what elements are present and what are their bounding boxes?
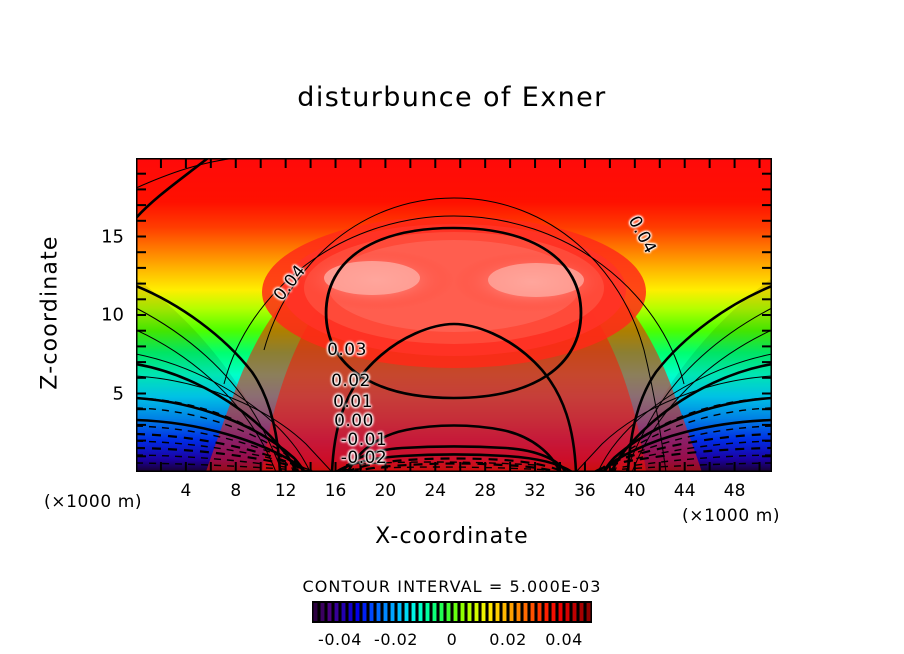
colorbar-band [355, 603, 360, 621]
colorbar-band [544, 603, 549, 621]
colorbar-band [341, 603, 346, 621]
colorbar-band [439, 603, 444, 621]
contour-plot-area [136, 158, 772, 472]
colorbar-band [509, 603, 514, 621]
colorbar-band [334, 603, 339, 621]
contour-label: 0.03 [327, 340, 367, 360]
contour-label: -0.02 [340, 448, 388, 468]
colorbar-band [467, 603, 472, 621]
contour-interval-label: CONTOUR INTERVAL = 5.000E-03 [302, 577, 602, 596]
colorbar-tick-label: -0.02 [374, 630, 418, 649]
colorbar-band [383, 603, 388, 621]
x-tick-label: 40 [623, 481, 646, 501]
colorbar-band [376, 603, 381, 621]
colorbar-band [320, 603, 325, 621]
chart-title: disturbunce of Exner [297, 82, 607, 113]
colorbar-band [586, 603, 591, 621]
colorbar-band [362, 603, 367, 621]
contour-label: -0.01 [340, 430, 388, 450]
y-tick-label: 10 [101, 304, 124, 326]
minor-negative-contour-lines [136, 397, 772, 472]
x-tick-label: 48 [723, 481, 746, 501]
colorbar-band [446, 603, 451, 621]
contour-label: 0.01 [333, 392, 373, 412]
x-tick-label: 4 [180, 481, 192, 501]
colorbar-band [348, 603, 353, 621]
colorbar-band [558, 603, 563, 621]
colorbar-band [418, 603, 423, 621]
x-axis-units-label: (×1000 m) [682, 506, 781, 526]
x-tick-label: 28 [474, 481, 496, 501]
x-tick-label: 8 [230, 481, 242, 501]
y-tick-label: 15 [101, 226, 124, 247]
colorbar-band [579, 603, 584, 621]
filled-contour-bands [136, 158, 772, 472]
colorbar-band [565, 603, 570, 621]
y-axis-title: Z-coordinate [37, 235, 63, 390]
contour-plot-svg [136, 158, 772, 472]
colorbar-tick-label: 0.02 [489, 630, 527, 649]
colorbar-band [425, 603, 430, 621]
x-axis-title: X-coordinate [375, 524, 529, 549]
colorbar-band [411, 603, 416, 621]
colorbar-band [537, 603, 542, 621]
colorbar-band [313, 603, 318, 621]
colorbar-tick-label: 0.04 [545, 630, 583, 649]
colorbar-band [453, 603, 458, 621]
contour-label: 0.00 [334, 411, 374, 431]
x-tick-label: 12 [274, 481, 297, 501]
colorbar-band [502, 603, 507, 621]
axis-ticks [136, 158, 772, 472]
y-tick-label: 5 [112, 383, 124, 404]
x-tick-label: 32 [524, 481, 546, 501]
x-tick-label: 20 [374, 481, 397, 501]
colorbar-band [495, 603, 500, 621]
colorbar-band [404, 603, 409, 621]
colorbar-band [523, 603, 528, 621]
colorbar-band [369, 603, 374, 621]
x-tick-label: 44 [673, 481, 696, 501]
colorbar-tick-label: -0.04 [318, 630, 362, 649]
contour-label: 0.02 [331, 371, 371, 391]
colorbar [311, 600, 593, 624]
x-tick-label: 36 [574, 481, 596, 501]
colorbar-band [481, 603, 486, 621]
colorbar-tick-label: 0 [446, 630, 458, 649]
colorbar-band [327, 603, 332, 621]
colorbar-band [397, 603, 402, 621]
colorbar-band [530, 603, 535, 621]
colorbar-band [488, 603, 493, 621]
x-tick-label: 16 [324, 481, 347, 501]
major-contour-lines [136, 158, 772, 472]
colorbar-band [460, 603, 465, 621]
colorbar-band [432, 603, 437, 621]
colorbar-band [516, 603, 521, 621]
colorbar-band [474, 603, 479, 621]
colorbar-bands [313, 603, 591, 621]
y-axis-units-label: (×1000 m) [44, 492, 143, 512]
colorbar-svg [311, 600, 593, 624]
x-tick-label: 24 [424, 481, 447, 501]
colorbar-band [572, 603, 577, 621]
colorbar-band [551, 603, 556, 621]
colorbar-band [390, 603, 395, 621]
